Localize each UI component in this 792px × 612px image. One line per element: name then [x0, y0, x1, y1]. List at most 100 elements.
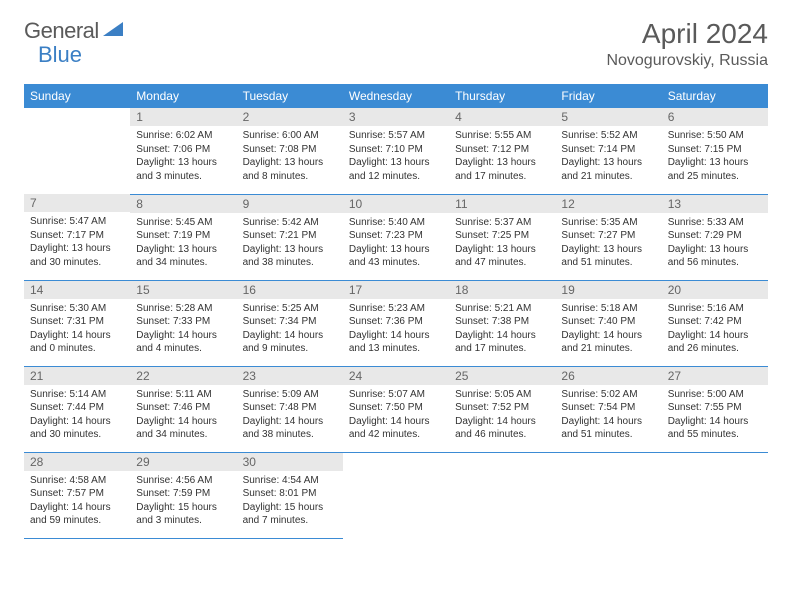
calendar-day-cell: 8Sunrise: 5:45 AMSunset: 7:19 PMDaylight…	[130, 194, 236, 280]
day-number: 25	[449, 367, 555, 385]
day-info: Sunrise: 5:33 AMSunset: 7:29 PMDaylight:…	[662, 213, 768, 274]
day-info: Sunrise: 5:40 AMSunset: 7:23 PMDaylight:…	[343, 213, 449, 274]
day-info: Sunrise: 5:28 AMSunset: 7:33 PMDaylight:…	[130, 299, 236, 360]
day-number: 2	[237, 108, 343, 126]
day-info: Sunrise: 4:58 AMSunset: 7:57 PMDaylight:…	[24, 471, 130, 532]
day-number: 29	[130, 453, 236, 471]
header: General April 2024 Novogurovskiy, Russia	[24, 18, 768, 70]
day-info: Sunrise: 5:50 AMSunset: 7:15 PMDaylight:…	[662, 126, 768, 187]
day-info: Sunrise: 5:07 AMSunset: 7:50 PMDaylight:…	[343, 385, 449, 446]
day-info: Sunrise: 5:11 AMSunset: 7:46 PMDaylight:…	[130, 385, 236, 446]
calendar-body: 1Sunrise: 6:02 AMSunset: 7:06 PMDaylight…	[24, 108, 768, 538]
calendar-day-cell: 11Sunrise: 5:37 AMSunset: 7:25 PMDayligh…	[449, 194, 555, 280]
day-info: Sunrise: 5:55 AMSunset: 7:12 PMDaylight:…	[449, 126, 555, 187]
day-info: Sunrise: 5:02 AMSunset: 7:54 PMDaylight:…	[555, 385, 661, 446]
calendar-day-cell: 25Sunrise: 5:05 AMSunset: 7:52 PMDayligh…	[449, 366, 555, 452]
weekday-header: Monday	[130, 84, 236, 108]
calendar-day-cell: 9Sunrise: 5:42 AMSunset: 7:21 PMDaylight…	[237, 194, 343, 280]
calendar-day-cell: 6Sunrise: 5:50 AMSunset: 7:15 PMDaylight…	[662, 108, 768, 194]
calendar-day-cell: 30Sunrise: 4:54 AMSunset: 8:01 PMDayligh…	[237, 452, 343, 538]
day-info: Sunrise: 5:05 AMSunset: 7:52 PMDaylight:…	[449, 385, 555, 446]
title-block: April 2024 Novogurovskiy, Russia	[606, 18, 768, 70]
calendar-day-cell: 23Sunrise: 5:09 AMSunset: 7:48 PMDayligh…	[237, 366, 343, 452]
day-number: 1	[130, 108, 236, 126]
calendar-day-cell: 26Sunrise: 5:02 AMSunset: 7:54 PMDayligh…	[555, 366, 661, 452]
day-number: 20	[662, 281, 768, 299]
calendar-day-cell: 14Sunrise: 5:30 AMSunset: 7:31 PMDayligh…	[24, 280, 130, 366]
calendar-day-cell: 2Sunrise: 6:00 AMSunset: 7:08 PMDaylight…	[237, 108, 343, 194]
calendar-week-row: 1Sunrise: 6:02 AMSunset: 7:06 PMDaylight…	[24, 108, 768, 194]
calendar-day-cell: 21Sunrise: 5:14 AMSunset: 7:44 PMDayligh…	[24, 366, 130, 452]
day-info: Sunrise: 6:00 AMSunset: 7:08 PMDaylight:…	[237, 126, 343, 187]
day-info: Sunrise: 5:45 AMSunset: 7:19 PMDaylight:…	[130, 213, 236, 274]
calendar-day-cell: 22Sunrise: 5:11 AMSunset: 7:46 PMDayligh…	[130, 366, 236, 452]
calendar-header-row: SundayMondayTuesdayWednesdayThursdayFrid…	[24, 84, 768, 108]
day-info: Sunrise: 5:23 AMSunset: 7:36 PMDaylight:…	[343, 299, 449, 360]
calendar-day-cell	[449, 452, 555, 538]
calendar-day-cell	[343, 452, 449, 538]
day-number: 27	[662, 367, 768, 385]
day-number: 21	[24, 367, 130, 385]
day-number: 15	[130, 281, 236, 299]
weekday-header: Sunday	[24, 84, 130, 108]
day-info: Sunrise: 5:52 AMSunset: 7:14 PMDaylight:…	[555, 126, 661, 187]
day-number: 14	[24, 281, 130, 299]
day-number: 13	[662, 195, 768, 213]
calendar-table: SundayMondayTuesdayWednesdayThursdayFrid…	[24, 84, 768, 539]
calendar-day-cell: 18Sunrise: 5:21 AMSunset: 7:38 PMDayligh…	[449, 280, 555, 366]
day-number: 8	[130, 195, 236, 213]
calendar-day-cell: 12Sunrise: 5:35 AMSunset: 7:27 PMDayligh…	[555, 194, 661, 280]
day-number: 19	[555, 281, 661, 299]
weekday-header: Saturday	[662, 84, 768, 108]
day-info: Sunrise: 5:18 AMSunset: 7:40 PMDaylight:…	[555, 299, 661, 360]
logo-text-general: General	[24, 18, 99, 44]
day-number: 16	[237, 281, 343, 299]
day-info: Sunrise: 5:00 AMSunset: 7:55 PMDaylight:…	[662, 385, 768, 446]
location-label: Novogurovskiy, Russia	[606, 52, 768, 70]
day-number: 3	[343, 108, 449, 126]
calendar-day-cell: 17Sunrise: 5:23 AMSunset: 7:36 PMDayligh…	[343, 280, 449, 366]
day-info: Sunrise: 4:56 AMSunset: 7:59 PMDaylight:…	[130, 471, 236, 532]
day-number: 6	[662, 108, 768, 126]
calendar-day-cell: 5Sunrise: 5:52 AMSunset: 7:14 PMDaylight…	[555, 108, 661, 194]
day-number: 11	[449, 195, 555, 213]
weekday-header: Thursday	[449, 84, 555, 108]
logo-text-blue: Blue	[38, 42, 82, 68]
logo: General	[24, 18, 127, 44]
day-info: Sunrise: 4:54 AMSunset: 8:01 PMDaylight:…	[237, 471, 343, 532]
day-info: Sunrise: 5:14 AMSunset: 7:44 PMDaylight:…	[24, 385, 130, 446]
calendar-day-cell: 13Sunrise: 5:33 AMSunset: 7:29 PMDayligh…	[662, 194, 768, 280]
calendar-day-cell: 24Sunrise: 5:07 AMSunset: 7:50 PMDayligh…	[343, 366, 449, 452]
calendar-day-cell: 29Sunrise: 4:56 AMSunset: 7:59 PMDayligh…	[130, 452, 236, 538]
calendar-day-cell: 28Sunrise: 4:58 AMSunset: 7:57 PMDayligh…	[24, 452, 130, 538]
calendar-day-cell: 4Sunrise: 5:55 AMSunset: 7:12 PMDaylight…	[449, 108, 555, 194]
day-info: Sunrise: 5:21 AMSunset: 7:38 PMDaylight:…	[449, 299, 555, 360]
day-info: Sunrise: 5:09 AMSunset: 7:48 PMDaylight:…	[237, 385, 343, 446]
day-number: 28	[24, 453, 130, 471]
month-title: April 2024	[606, 18, 768, 50]
day-number: 7	[24, 194, 130, 212]
calendar-week-row: 21Sunrise: 5:14 AMSunset: 7:44 PMDayligh…	[24, 366, 768, 452]
day-number: 18	[449, 281, 555, 299]
triangle-icon	[101, 20, 125, 43]
day-info: Sunrise: 5:37 AMSunset: 7:25 PMDaylight:…	[449, 213, 555, 274]
day-number: 30	[237, 453, 343, 471]
day-info: Sunrise: 5:42 AMSunset: 7:21 PMDaylight:…	[237, 213, 343, 274]
day-number: 17	[343, 281, 449, 299]
day-number: 26	[555, 367, 661, 385]
day-info: Sunrise: 5:16 AMSunset: 7:42 PMDaylight:…	[662, 299, 768, 360]
day-info: Sunrise: 6:02 AMSunset: 7:06 PMDaylight:…	[130, 126, 236, 187]
day-info: Sunrise: 5:57 AMSunset: 7:10 PMDaylight:…	[343, 126, 449, 187]
calendar-day-cell: 1Sunrise: 6:02 AMSunset: 7:06 PMDaylight…	[130, 108, 236, 194]
calendar-day-cell	[662, 452, 768, 538]
calendar-day-cell: 10Sunrise: 5:40 AMSunset: 7:23 PMDayligh…	[343, 194, 449, 280]
calendar-day-cell: 7Sunrise: 5:47 AMSunset: 7:17 PMDaylight…	[24, 194, 130, 280]
day-number: 23	[237, 367, 343, 385]
calendar-day-cell	[555, 452, 661, 538]
calendar-week-row: 7Sunrise: 5:47 AMSunset: 7:17 PMDaylight…	[24, 194, 768, 280]
calendar-day-cell: 27Sunrise: 5:00 AMSunset: 7:55 PMDayligh…	[662, 366, 768, 452]
day-info: Sunrise: 5:47 AMSunset: 7:17 PMDaylight:…	[24, 212, 130, 273]
calendar-week-row: 28Sunrise: 4:58 AMSunset: 7:57 PMDayligh…	[24, 452, 768, 538]
day-number: 5	[555, 108, 661, 126]
day-number: 9	[237, 195, 343, 213]
